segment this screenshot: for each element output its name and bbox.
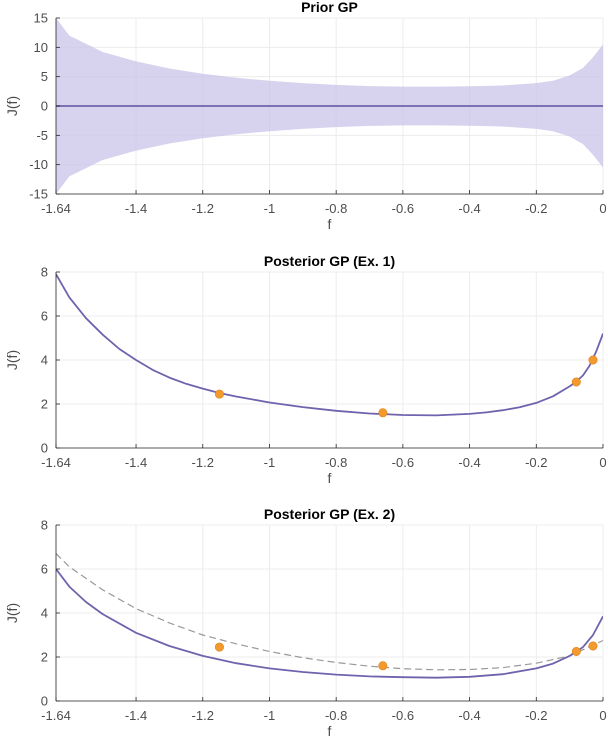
x-tick-label: -1.4 [125,708,147,723]
x-tick-label: -1.64 [41,708,71,723]
y-tick-label: 0 [41,441,48,456]
x-tick-label: -0.4 [458,201,480,216]
x-axis-label: f [328,723,332,739]
mean-line [56,273,603,417]
observation-point [588,355,598,365]
plot-area [56,18,603,194]
chart-title: Posterior GP (Ex. 2) [264,506,395,522]
x-tick-label: -0.6 [392,455,414,470]
y-tick-label: -15 [29,187,48,202]
x-tick-label: -1.2 [192,455,214,470]
x-axis-label: f [328,470,332,486]
x-tick-label: -0.6 [392,708,414,723]
chart-panel-2: -1.64 -1.4 -1.2 -1 -0.8 -0.6 -0.4 -0.2 0 0 2 4 6 8 Pos… [4,253,607,486]
x-tick-label: -1.4 [125,201,147,216]
x-tick-label: 0 [599,201,606,216]
x-tick-label: -0.2 [525,708,547,723]
chart-title: Posterior GP (Ex. 1) [264,253,395,269]
chart-panel-3: -1.64 -1.4 -1.2 -1 -0.8 -0.6 -0.4 -0.2 0 0 2 4 6 8 Pos… [4,506,607,739]
y-axis-label: J(f) [4,603,20,623]
true-function-line [56,273,603,416]
x-tick-label: -1 [264,201,276,216]
y-tick-label: 2 [41,397,48,412]
x-tick-label: -1.64 [41,201,71,216]
x-tick-label: -0.8 [325,708,347,723]
x-tick-label: -0.6 [392,201,414,216]
x-tick-label: 0 [599,455,606,470]
observation-point [214,389,224,399]
observation-point [571,646,581,656]
x-tick-label: 0 [599,708,606,723]
y-tick-label: 4 [41,353,48,368]
observation-point [214,642,224,652]
y-tick-label: 10 [34,40,48,55]
y-tick-label: 6 [41,562,48,577]
y-tick-label: 8 [41,518,48,533]
x-tick-label: -1.4 [125,455,147,470]
x-tick-label: -0.8 [325,201,347,216]
x-axis-label: f [328,216,332,232]
plot-area [56,273,603,417]
observation-point [378,408,388,418]
y-tick-label: -10 [29,157,48,172]
x-tick-label: -0.2 [525,455,547,470]
x-tick-label: -0.4 [458,708,480,723]
y-axis-label: J(f) [4,350,20,370]
y-tick-label: 0 [41,99,48,114]
x-tick-label: -0.8 [325,455,347,470]
observation-point [588,641,598,651]
x-tick-label: -1.64 [41,455,71,470]
x-tick-label: -1.2 [192,201,214,216]
y-tick-label: 6 [41,309,48,324]
x-tick-label: -1 [264,455,276,470]
y-tick-label: -5 [36,128,48,143]
y-tick-label: 2 [41,650,48,665]
x-tick-label: -0.2 [525,201,547,216]
y-tick-label: 15 [34,11,48,26]
x-tick-label: -1 [264,708,276,723]
chart-title: Prior GP [301,0,358,15]
x-tick-label: -1.2 [192,708,214,723]
x-tick-label: -0.4 [458,455,480,470]
observation-point [378,661,388,671]
true-function-line [56,553,603,671]
y-tick-label: 4 [41,606,48,621]
observation-point [571,377,581,387]
mean-line [56,568,603,679]
y-tick-label: 5 [41,69,48,84]
y-axis-label: J(f) [4,96,20,116]
y-tick-label: 0 [41,694,48,709]
plot-area [56,553,603,679]
chart-panel-1: -1.64 -1.4 -1.2 -1 -0.8 -0.6 -0.4 -0.2 0 -15 -10 -5… [4,0,607,232]
y-tick-label: 8 [41,265,48,280]
